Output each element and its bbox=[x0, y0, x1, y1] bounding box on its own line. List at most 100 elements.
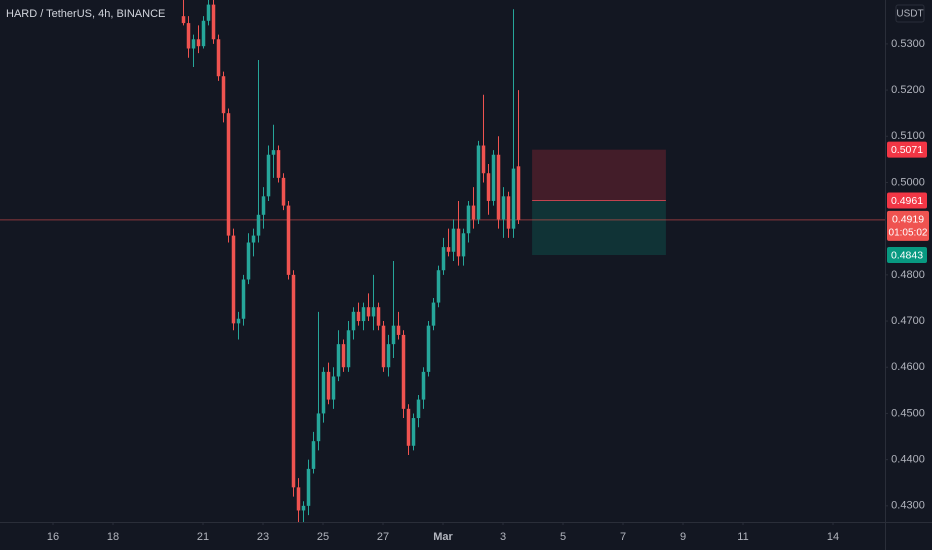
candle-body bbox=[441, 247, 446, 271]
candle-body bbox=[216, 39, 221, 77]
x-tick-label: Mar bbox=[433, 531, 453, 543]
candle-body bbox=[386, 344, 391, 368]
candle-body bbox=[471, 205, 476, 220]
candle-body bbox=[421, 371, 426, 400]
y-tick-label: 0.4400 bbox=[891, 454, 925, 466]
candle-body bbox=[486, 173, 491, 201]
x-tick-label: 25 bbox=[317, 531, 329, 543]
candle-body bbox=[376, 307, 381, 326]
y-tick-label: 0.4600 bbox=[891, 361, 925, 373]
candle-body bbox=[426, 325, 431, 372]
candle-body bbox=[261, 196, 266, 215]
candle-body bbox=[326, 371, 331, 400]
x-tick-label: 27 bbox=[377, 531, 389, 543]
candle-body bbox=[321, 371, 326, 414]
x-tick-label: 7 bbox=[620, 531, 626, 543]
x-tick-label: 3 bbox=[500, 531, 506, 543]
candle-body bbox=[191, 39, 196, 49]
candle-body bbox=[361, 307, 366, 322]
candle-body bbox=[436, 270, 441, 303]
candle-body bbox=[246, 242, 251, 280]
candle-body bbox=[296, 487, 301, 511]
x-tick-label: 11 bbox=[737, 531, 748, 543]
candle-body bbox=[311, 441, 316, 469]
y-tick-label: 0.4700 bbox=[891, 315, 925, 327]
y-tick-label: 0.5300 bbox=[891, 38, 925, 50]
candle-body bbox=[291, 274, 296, 488]
candle-body bbox=[416, 399, 421, 419]
candle-body bbox=[201, 20, 206, 47]
entry-label-box bbox=[887, 192, 927, 209]
candle-body bbox=[351, 311, 356, 331]
candle-body bbox=[256, 214, 261, 236]
y-tick-label: 0.4500 bbox=[891, 407, 925, 419]
candle-body bbox=[271, 150, 276, 155]
candle-body bbox=[511, 168, 516, 229]
x-tick-label: 18 bbox=[107, 531, 119, 543]
candle-body bbox=[346, 330, 351, 368]
candle-body bbox=[241, 279, 246, 319]
candle-body bbox=[236, 318, 241, 324]
x-tick-label: 23 bbox=[257, 531, 269, 543]
candle-body bbox=[466, 205, 471, 234]
candle-body bbox=[431, 302, 436, 326]
y-tick-label: 0.5100 bbox=[891, 130, 925, 142]
x-tick-label: 21 bbox=[197, 531, 209, 543]
candle-body bbox=[221, 76, 226, 114]
plot-area bbox=[0, 0, 885, 522]
stop-label-box bbox=[887, 141, 927, 158]
currency-box bbox=[895, 4, 925, 23]
candle-body bbox=[316, 413, 321, 442]
candle-body bbox=[366, 307, 371, 317]
x-tick-label: 14 bbox=[827, 531, 839, 543]
candle-body bbox=[476, 145, 481, 220]
candle-body bbox=[401, 334, 406, 409]
candle-body bbox=[266, 154, 271, 197]
candle-body bbox=[516, 166, 521, 220]
candle-body bbox=[456, 228, 461, 257]
x-tick-label: 9 bbox=[680, 531, 686, 543]
target-zone bbox=[532, 200, 666, 255]
last-price-box bbox=[887, 210, 929, 241]
candle-body bbox=[391, 325, 396, 345]
x-tick-label: 16 bbox=[47, 531, 59, 543]
candle-body bbox=[461, 233, 466, 257]
target-label-box bbox=[887, 246, 927, 263]
candle-body bbox=[301, 505, 306, 511]
candle-body bbox=[501, 196, 506, 220]
candle-body bbox=[206, 4, 211, 21]
candle-body bbox=[306, 468, 311, 506]
candle-body bbox=[181, 16, 186, 24]
candle-body bbox=[506, 196, 511, 229]
candle-body bbox=[411, 418, 416, 446]
candle-body bbox=[341, 344, 346, 368]
x-tick-label: 5 bbox=[560, 531, 566, 543]
y-tick-label: 0.5200 bbox=[891, 84, 925, 96]
chart-title: HARD / TetherUS, 4h, BINANCE bbox=[6, 8, 165, 20]
candle-body bbox=[226, 113, 231, 236]
entry-label: 0.4961 bbox=[891, 195, 923, 207]
candle-body bbox=[211, 4, 216, 40]
candle-body bbox=[491, 154, 496, 201]
candle-body bbox=[281, 177, 286, 206]
candle-body bbox=[356, 311, 361, 322]
candle-body bbox=[196, 39, 201, 47]
countdown: 01:05:02 bbox=[889, 228, 928, 239]
candle-body bbox=[336, 344, 341, 377]
candle-body bbox=[381, 325, 386, 368]
candle-body bbox=[276, 150, 281, 178]
target-label: 0.4843 bbox=[891, 249, 923, 261]
y-tick-label: 0.4800 bbox=[891, 269, 925, 281]
candle-body bbox=[331, 376, 336, 400]
candle-body bbox=[396, 325, 401, 335]
candle-body bbox=[251, 235, 256, 243]
candle-body bbox=[231, 235, 236, 324]
candle-body bbox=[481, 145, 486, 174]
stop-zone bbox=[532, 149, 666, 201]
stop-label: 0.5071 bbox=[891, 144, 923, 156]
candle-body bbox=[286, 205, 291, 275]
candle-body bbox=[451, 228, 456, 252]
currency-label: USDT bbox=[896, 9, 923, 20]
